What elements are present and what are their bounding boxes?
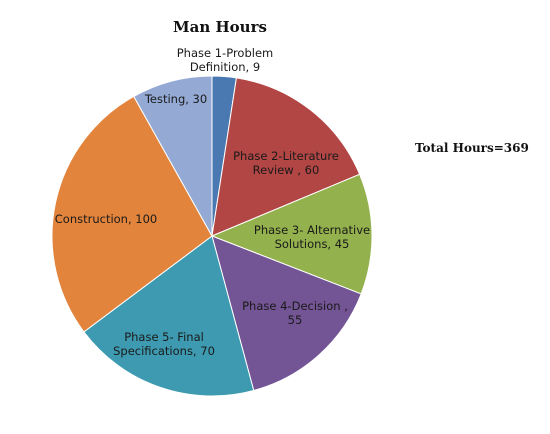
slice-label: Phase 3- Alternative Solutions, 45 bbox=[254, 223, 370, 251]
slice-label: Phase 2-Literature Review , 60 bbox=[233, 149, 339, 177]
slice-label: Phase 5- Final Specifications, 70 bbox=[113, 330, 215, 358]
slice-labels: Phase 1-Problem Definition, 9 Phase 2-Lite… bbox=[55, 46, 370, 358]
pie-slice bbox=[83, 235, 255, 397]
total-hours-annotation: Total Hours=369 bbox=[415, 141, 529, 155]
pie-slice bbox=[133, 75, 213, 238]
pie-slices bbox=[51, 75, 373, 397]
pie-slice bbox=[211, 77, 361, 237]
slice-label: Testing, 30 bbox=[144, 92, 207, 106]
pie-slice bbox=[211, 235, 362, 392]
slice-label: Construction, 100 bbox=[55, 212, 157, 226]
pie-slice bbox=[210, 173, 373, 295]
slice-label: Phase 1-Problem Definition, 9 bbox=[177, 46, 273, 74]
chart-title: Man Hours bbox=[173, 18, 267, 36]
pie-slice bbox=[51, 95, 213, 333]
slice-label: Phase 4-Decision , 55 bbox=[242, 299, 348, 327]
